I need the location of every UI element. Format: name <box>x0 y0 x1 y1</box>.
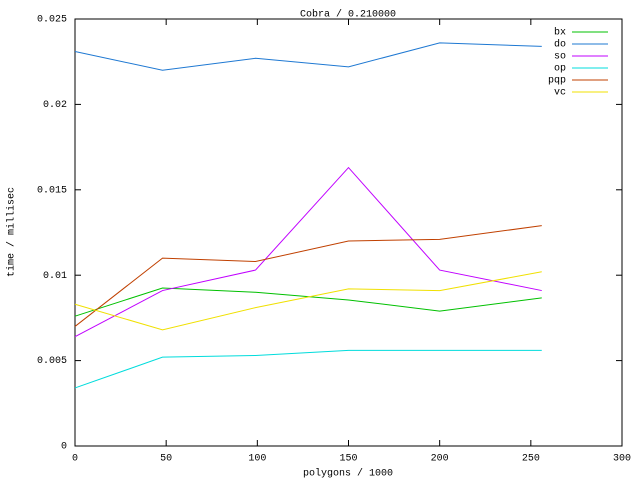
x-tick-label: 250 <box>522 454 540 465</box>
y-tick-label: 0 <box>61 442 67 453</box>
legend-label: do <box>554 39 566 51</box>
x-tick-label: 50 <box>160 454 172 465</box>
x-axis-label: polygons / 1000 <box>303 468 393 480</box>
x-tick-label: 0 <box>72 454 78 465</box>
legend-label: so <box>554 52 566 63</box>
x-tick-label: 300 <box>613 454 631 465</box>
y-tick-label: 0.015 <box>37 185 67 196</box>
series-line <box>74 271 542 331</box>
legend-label: bx <box>554 27 566 39</box>
x-tick-label: 150 <box>339 454 357 465</box>
legend-label: op <box>554 64 566 75</box>
y-tick-label: 0.01 <box>43 271 67 282</box>
series-line <box>74 42 542 71</box>
legend-label: vc <box>554 88 566 99</box>
y-tick-label: 0.005 <box>37 356 67 367</box>
series-line <box>74 225 542 327</box>
y-axis-label: time / millisec <box>6 187 18 277</box>
y-tick-label: 0.02 <box>43 100 67 111</box>
series-line <box>74 166 542 338</box>
chart-title: Cobra / 0.210000 <box>300 9 396 21</box>
x-tick-label: 200 <box>431 454 449 465</box>
legend-label: pqp <box>548 76 566 87</box>
series-line <box>74 349 542 389</box>
series-line <box>74 287 542 317</box>
x-tick-label: 100 <box>248 454 266 465</box>
y-tick-label: 0.025 <box>37 15 67 26</box>
